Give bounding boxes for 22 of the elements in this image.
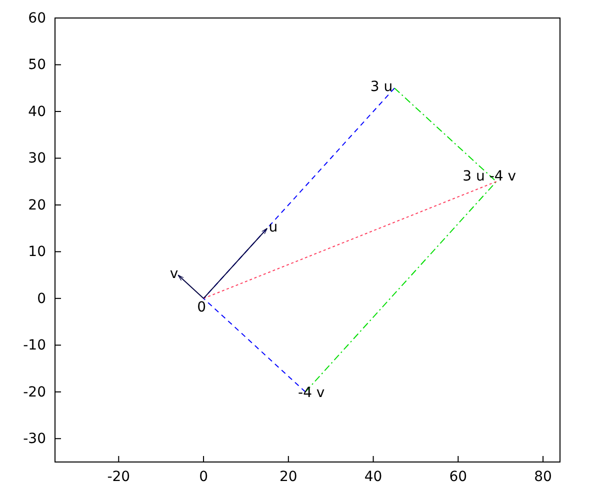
y-tick-label: 50 [28, 57, 46, 74]
y-tick-label: 40 [28, 104, 46, 120]
annotation: 3 u [370, 79, 393, 96]
x-tick-label: 20 [279, 468, 298, 485]
x-tick-label: 60 [449, 468, 468, 485]
annotation: 0 [197, 299, 206, 316]
y-tick-label: 0 [37, 290, 46, 307]
y-tick-label: 30 [28, 150, 46, 167]
y-tick-label: 20 [28, 197, 46, 214]
y-tick-label: -10 [23, 338, 46, 354]
y-tick-label: 60 [28, 10, 46, 26]
x-tick-label: 40 [364, 468, 382, 485]
annotation: -4 v [298, 384, 325, 401]
x-tick-label: 0 [199, 468, 208, 485]
y-tick-label: -30 [23, 431, 46, 448]
annotation: 3 u -4 v [462, 168, 516, 185]
x-tick-label: -20 [107, 468, 130, 485]
annotation: v [170, 266, 178, 282]
annotation: u [268, 219, 278, 236]
y-tick-label: 10 [28, 244, 46, 260]
y-tick-label: -20 [23, 384, 46, 400]
x-tick-label: 80 [534, 468, 552, 485]
